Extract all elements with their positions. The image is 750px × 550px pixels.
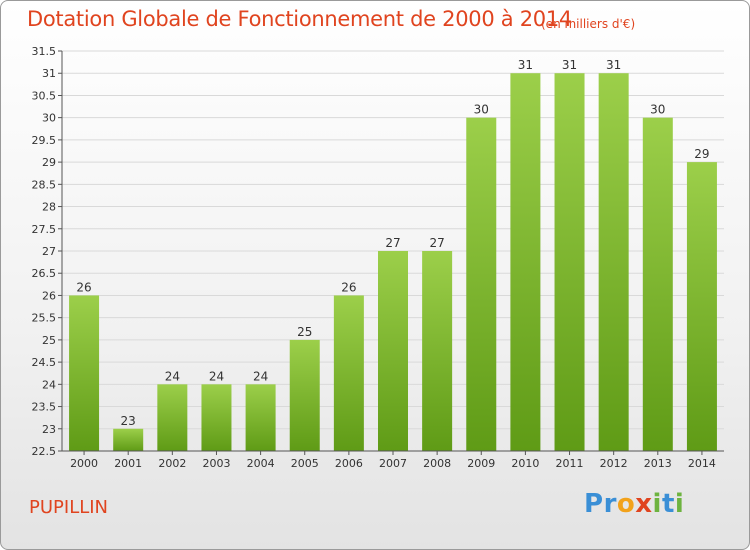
- bar: [642, 117, 673, 452]
- y-tick-label: 25: [42, 334, 56, 347]
- bars: [69, 73, 717, 452]
- data-label: 30: [650, 103, 665, 117]
- bar: [157, 384, 188, 451]
- bar: [378, 251, 408, 451]
- bar: [422, 251, 453, 451]
- data-label: 31: [562, 58, 577, 72]
- x-tick-label: 2006: [335, 457, 363, 470]
- bar: [598, 73, 629, 451]
- y-tick-label: 26.5: [32, 267, 57, 280]
- bar: [69, 295, 100, 451]
- y-tick-label: 24: [42, 378, 56, 391]
- logo-letter: x: [635, 489, 653, 519]
- y-tick-label: 27: [42, 245, 56, 258]
- x-tick-label: 2007: [379, 457, 407, 470]
- y-tick-label: 24.5: [32, 356, 57, 369]
- x-tick-label: 2004: [247, 457, 275, 470]
- commune-name: PUPILLIN: [29, 497, 109, 518]
- logo-letter: P: [584, 489, 604, 519]
- logo-letter: i: [674, 489, 685, 519]
- x-tick-label: 2008: [423, 457, 451, 470]
- y-tick-label: 28: [42, 201, 56, 214]
- bar: [554, 73, 585, 451]
- x-tick-label: 2000: [70, 457, 98, 470]
- bar: [201, 384, 232, 451]
- data-label: 27: [385, 236, 400, 250]
- y-tick-label: 27.5: [32, 223, 57, 236]
- y-tick-label: 31: [42, 67, 56, 80]
- bar: [510, 73, 541, 451]
- y-tick-label: 25.5: [32, 312, 57, 325]
- labels: 22.5 23 23.5 24 24.5 25 25.5 26 26.5 27 27.5 28 28.5…: [32, 45, 716, 470]
- chart-subtitle: (en milliers d'€): [541, 17, 636, 31]
- x-tick-label: 2005: [291, 457, 319, 470]
- bar: [113, 428, 144, 451]
- data-label: 24: [253, 369, 268, 383]
- y-tick-label: 23: [42, 423, 56, 436]
- x-tick-label: 2010: [511, 457, 539, 470]
- y-tick-label: 28.5: [32, 178, 57, 191]
- logo-letter: t: [661, 489, 675, 519]
- y-tick-label: 29: [42, 156, 56, 169]
- axes: [58, 50, 724, 455]
- data-label: 23: [121, 414, 136, 428]
- bar: [686, 162, 717, 451]
- bar: [333, 295, 364, 451]
- data-label: 24: [165, 369, 180, 383]
- y-tick-label: 30.5: [32, 89, 57, 102]
- data-label: 29: [694, 147, 709, 161]
- data-label: 31: [606, 58, 621, 72]
- y-tick-label: 22.5: [32, 445, 57, 458]
- data-label: 24: [209, 369, 224, 383]
- y-tick-label: 30: [42, 112, 56, 125]
- chart-title: Dotation Globale de Fonctionnement de 20…: [27, 7, 572, 31]
- bar: [466, 117, 497, 452]
- y-tick-label: 26: [42, 289, 56, 302]
- x-tick-label: 2009: [467, 457, 495, 470]
- bar: [245, 384, 276, 451]
- x-tick-label: 2014: [688, 457, 716, 470]
- x-tick-label: 2003: [202, 457, 230, 470]
- x-tick-label: 2012: [600, 457, 628, 470]
- logo-letter: i: [652, 489, 662, 519]
- x-tick-label: 2001: [114, 457, 142, 470]
- y-tick-label: 29.5: [32, 134, 57, 147]
- x-tick-label: 2013: [644, 457, 672, 470]
- data-label: 26: [76, 280, 91, 294]
- logo-letter: r: [603, 489, 617, 519]
- data-label: 27: [429, 236, 444, 250]
- y-tick-label: 23.5: [32, 401, 57, 414]
- y-tick-label: 31.5: [32, 45, 57, 58]
- logo-letter: o: [616, 489, 636, 519]
- data-label: 26: [341, 280, 356, 294]
- data-label: 25: [297, 325, 312, 339]
- x-tick-label: 2011: [556, 457, 584, 470]
- bar: [289, 339, 320, 451]
- x-tick-label: 2002: [158, 457, 186, 470]
- data-label: 30: [474, 103, 489, 117]
- data-label: 31: [518, 58, 533, 72]
- proxiti-logo: Proxiti: [584, 489, 684, 519]
